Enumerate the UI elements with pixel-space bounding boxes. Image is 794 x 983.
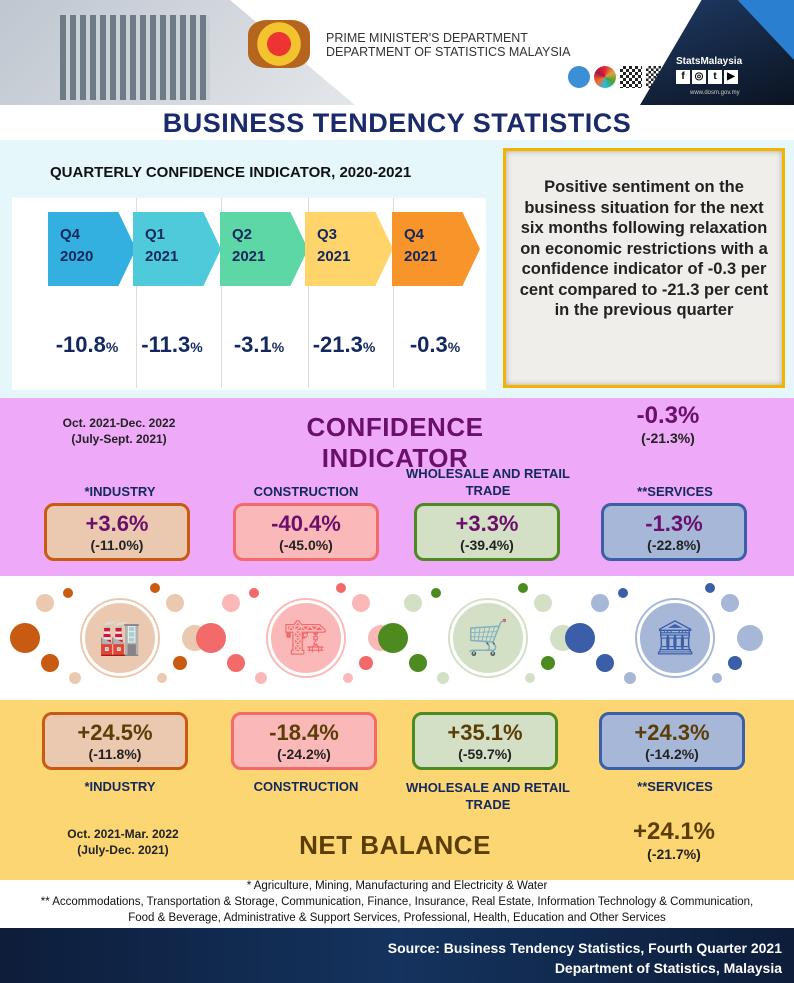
- net-box-trade: +35.1% (-59.7%): [412, 712, 558, 770]
- divider: [393, 198, 394, 388]
- net-box-industry: +24.5% (-11.8%): [42, 712, 188, 770]
- decor-dot: [591, 594, 609, 612]
- building-image: [60, 15, 210, 100]
- footer-band: [0, 928, 794, 983]
- net-period: Oct. 2021-Mar. 2022 (July-Dec. 2021): [67, 827, 179, 857]
- confidence-period: Oct. 2021-Dec. 2022 (July-Sept. 2021): [62, 416, 176, 446]
- confidence-box-industry: +3.6% (-11.0%): [44, 503, 190, 561]
- decor-dot: [227, 654, 245, 672]
- decor-dot: [359, 656, 373, 670]
- services-icon: 🏛: [637, 600, 713, 676]
- department-name: PRIME MINISTER'S DEPARTMENT DEPARTMENT OF…: [326, 31, 571, 59]
- footnotes: * Agriculture, Mining, Manufacturing and…: [40, 880, 754, 924]
- decor-dot: [525, 673, 535, 683]
- decor-dot: [624, 672, 636, 684]
- decor-dot: [737, 625, 763, 651]
- confidence-title: CONFIDENCE INDICATOR: [306, 412, 484, 473]
- decor-dot: [166, 594, 184, 612]
- quarter-arrow: Q4 2021: [392, 212, 480, 286]
- page-title: BUSINESS TENDENCY STATISTICS: [162, 108, 632, 138]
- website-url[interactable]: www.dosm.gov.my: [690, 90, 740, 96]
- quarter-value: -0.3%: [409, 332, 461, 357]
- quarter-value: -10.8%: [55, 332, 119, 357]
- decor-dot: [712, 673, 722, 683]
- decor-dot: [378, 623, 408, 653]
- sector-label: CONSTRUCTION: [253, 779, 359, 794]
- quarterly-title: QUARTERLY CONFIDENCE INDICATOR, 2020-202…: [50, 164, 412, 181]
- qr-code-icon: [620, 66, 642, 88]
- logo-icon: [568, 66, 590, 88]
- divider: [308, 198, 309, 388]
- net-total: +24.1% (-21.7%): [632, 818, 716, 862]
- quarter-value: -3.1%: [233, 332, 285, 357]
- decor-dot: [596, 654, 614, 672]
- sector-label: *INDUSTRY: [84, 484, 156, 499]
- confidence-box-construction: -40.4% (-45.0%): [233, 503, 379, 561]
- construction-icon: 🏗: [268, 600, 344, 676]
- decor-dot: [255, 672, 267, 684]
- decor-dot: [618, 588, 628, 598]
- instagram-icon[interactable]: ◎: [692, 70, 706, 84]
- decor-dot: [157, 673, 167, 683]
- quarter-arrow: Q4 2020: [48, 212, 136, 286]
- decor-dot: [343, 673, 353, 683]
- sector-label: **SERVICES: [637, 484, 713, 499]
- decor-dot: [534, 594, 552, 612]
- decor-dot: [63, 588, 73, 598]
- decor-dot: [721, 594, 739, 612]
- decor-dot: [352, 594, 370, 612]
- confidence-box-services: -1.3% (-22.8%): [601, 503, 747, 561]
- sector-label: CONSTRUCTION: [253, 484, 359, 499]
- sector-label: **SERVICES: [637, 779, 713, 794]
- decor-dot: [336, 583, 346, 593]
- decor-dot: [173, 656, 187, 670]
- youtube-icon[interactable]: ▶: [724, 70, 738, 84]
- highlight-note: Positive sentiment on the business situa…: [503, 148, 785, 388]
- decor-dot: [150, 583, 160, 593]
- decor-dot: [518, 583, 528, 593]
- decor-dot: [41, 654, 59, 672]
- decor-dot: [437, 672, 449, 684]
- sector-label: WHOLESALE AND RETAIL TRADE: [406, 466, 570, 498]
- source: Source: Business Tendency Statistics, Fo…: [387, 940, 782, 976]
- divider: [136, 198, 137, 388]
- quarter-value: -21.3%: [312, 332, 376, 357]
- confidence-box-trade: +3.3% (-39.4%): [414, 503, 560, 561]
- facebook-icon[interactable]: f: [676, 70, 690, 84]
- decor-dot: [10, 623, 40, 653]
- decor-dot: [222, 594, 240, 612]
- industry-icon: 🏭: [82, 600, 158, 676]
- net-box-services: +24.3% (-14.2%): [599, 712, 745, 770]
- decor-dot: [541, 656, 555, 670]
- social-block: StatsMalaysia f ◎ t ▶: [676, 56, 743, 84]
- net-title: NET BALANCE: [299, 830, 491, 860]
- decor-dot: [409, 654, 427, 672]
- sdg-logo-icon: [594, 66, 616, 88]
- quarter-value: -11.3%: [141, 332, 203, 357]
- trade-icon: 🛒: [450, 600, 526, 676]
- decor-dot: [431, 588, 441, 598]
- decor-dot: [565, 623, 595, 653]
- sector-label: *INDUSTRY: [84, 779, 156, 794]
- decor-dot: [705, 583, 715, 593]
- twitter-icon[interactable]: t: [708, 70, 722, 84]
- decor-dot: [249, 588, 259, 598]
- net-box-construction: -18.4% (-24.2%): [231, 712, 377, 770]
- confidence-total: -0.3% (-21.3%): [636, 402, 700, 446]
- decor-dot: [728, 656, 742, 670]
- sector-label: WHOLESALE AND RETAIL TRADE: [406, 780, 570, 812]
- quarter-arrow: Q1 2021: [133, 212, 221, 286]
- coat-of-arms-logo: [248, 20, 310, 68]
- decor-dot: [404, 594, 422, 612]
- quarter-arrow: Q3 2021: [305, 212, 393, 286]
- decor-dot: [36, 594, 54, 612]
- decor-dot: [196, 623, 226, 653]
- decor-dot: [69, 672, 81, 684]
- quarter-arrow: Q2 2021: [220, 212, 308, 286]
- divider: [221, 198, 222, 388]
